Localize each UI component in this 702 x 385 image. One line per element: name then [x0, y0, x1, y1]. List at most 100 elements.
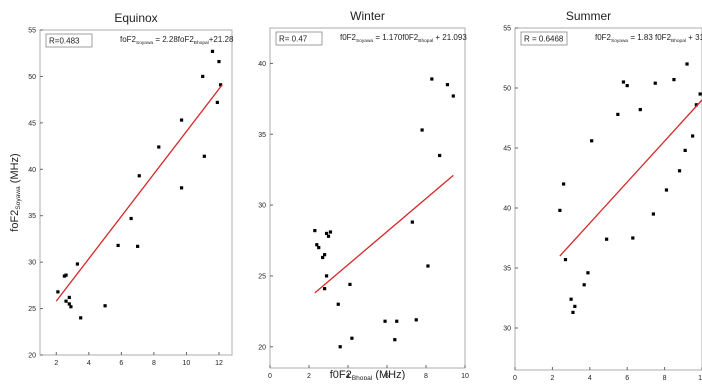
point — [324, 274, 329, 278]
point — [451, 94, 455, 98]
point — [64, 299, 68, 303]
r-label: R = 0.6468 — [524, 35, 564, 44]
text-part: + 21.093 — [433, 33, 467, 42]
point — [79, 316, 83, 320]
point — [116, 243, 120, 248]
point — [324, 231, 329, 236]
point — [430, 77, 434, 81]
point — [698, 92, 702, 96]
y-axis-label: foF2Soyawa (MHz) — [9, 153, 22, 231]
point — [573, 304, 577, 308]
y-tick-label: 35 — [28, 213, 36, 220]
point — [672, 78, 676, 82]
x-tick-label: 2 — [54, 360, 58, 367]
y-tick-label: 30 — [28, 260, 36, 267]
text-part: foF2 — [120, 35, 137, 44]
point — [179, 186, 184, 190]
point — [631, 236, 635, 240]
subscript: Soyawa — [611, 38, 628, 44]
subscript: Bhopal — [418, 38, 433, 44]
point — [694, 103, 698, 107]
point — [217, 59, 221, 64]
y-tick-label: 35 — [503, 266, 511, 273]
y-tick-label: 20 — [28, 353, 36, 360]
point — [67, 302, 71, 306]
equation: f0F2Soyawa = 1.170f0F2Bhopal + 21.093 — [340, 33, 467, 44]
y-tick-label: 55 — [503, 26, 511, 33]
point — [215, 100, 219, 105]
point — [677, 169, 682, 173]
point — [638, 108, 642, 112]
point — [653, 81, 657, 85]
point — [338, 345, 342, 349]
fit-line — [559, 99, 702, 257]
point — [75, 262, 80, 266]
point — [685, 62, 689, 66]
x-tick-label: 8 — [152, 360, 156, 367]
point — [317, 245, 321, 250]
point — [348, 282, 352, 287]
x-tick-label: 6 — [119, 360, 123, 367]
point — [590, 139, 594, 143]
point — [582, 283, 586, 287]
x-tick-label: 2 — [550, 375, 554, 380]
y-tick-label: 30 — [503, 326, 511, 333]
point — [605, 237, 609, 241]
r-box — [520, 31, 568, 46]
text-part: f0F2 — [595, 33, 612, 42]
point — [621, 80, 626, 84]
point — [616, 112, 620, 116]
point — [410, 220, 414, 224]
chart-title: Equinox — [114, 11, 157, 25]
y-tick-label: 35 — [258, 132, 266, 139]
x-tick-label: 4 — [588, 375, 592, 380]
subscript: Soyawa — [136, 40, 153, 46]
point — [569, 297, 573, 301]
fit-line — [55, 84, 223, 302]
text-part: +21.28 — [209, 35, 234, 44]
point — [210, 49, 215, 53]
point — [383, 319, 387, 323]
x-tick-label: 10 — [698, 375, 702, 380]
y-tick-label: 45 — [28, 120, 36, 127]
x-tick-label: 12 — [215, 360, 223, 367]
x-tick-label: 4 — [346, 373, 350, 380]
y-tick-label: 20 — [258, 344, 266, 351]
x-tick-label: 8 — [663, 375, 667, 380]
point — [571, 310, 575, 314]
subscript: Bhopal — [194, 40, 209, 46]
x-tick-label: 2 — [307, 373, 311, 380]
x-tick-label: 6 — [625, 375, 629, 380]
text-part: = 1.83 f0F2 — [628, 33, 671, 42]
point — [202, 154, 206, 158]
point — [438, 153, 442, 158]
y-tick-label: 40 — [258, 61, 266, 68]
plot-frame — [39, 29, 233, 356]
point — [129, 216, 133, 221]
y-tick-label: 25 — [28, 306, 36, 313]
y-tick-label: 50 — [503, 86, 511, 93]
equation: f0F2Soyawa = 1.83 f0F2Bhopal + 31.4 — [595, 33, 702, 44]
subscript: Bhopal — [352, 375, 373, 380]
x-tick-label: 10 — [183, 360, 191, 367]
x-tick-label: 4 — [87, 360, 91, 367]
chart-title: Summer — [566, 9, 611, 23]
point — [426, 264, 430, 268]
point — [420, 128, 424, 132]
point — [313, 228, 317, 233]
point — [69, 305, 73, 309]
y-tick-label: 30 — [258, 203, 266, 210]
point — [414, 318, 418, 322]
point — [56, 290, 60, 294]
point — [136, 244, 140, 248]
point — [625, 84, 629, 88]
point — [103, 304, 107, 308]
text-part: (MHz) — [9, 153, 21, 186]
point — [691, 134, 695, 138]
point — [64, 273, 68, 277]
x-tick-label: 10 — [461, 373, 469, 380]
y-tick-label: 55 — [28, 28, 36, 35]
x-axis-label: f0F2Bhopal (MHz) — [330, 369, 406, 380]
r-box — [275, 31, 323, 46]
chart-title: Winter — [350, 9, 385, 23]
